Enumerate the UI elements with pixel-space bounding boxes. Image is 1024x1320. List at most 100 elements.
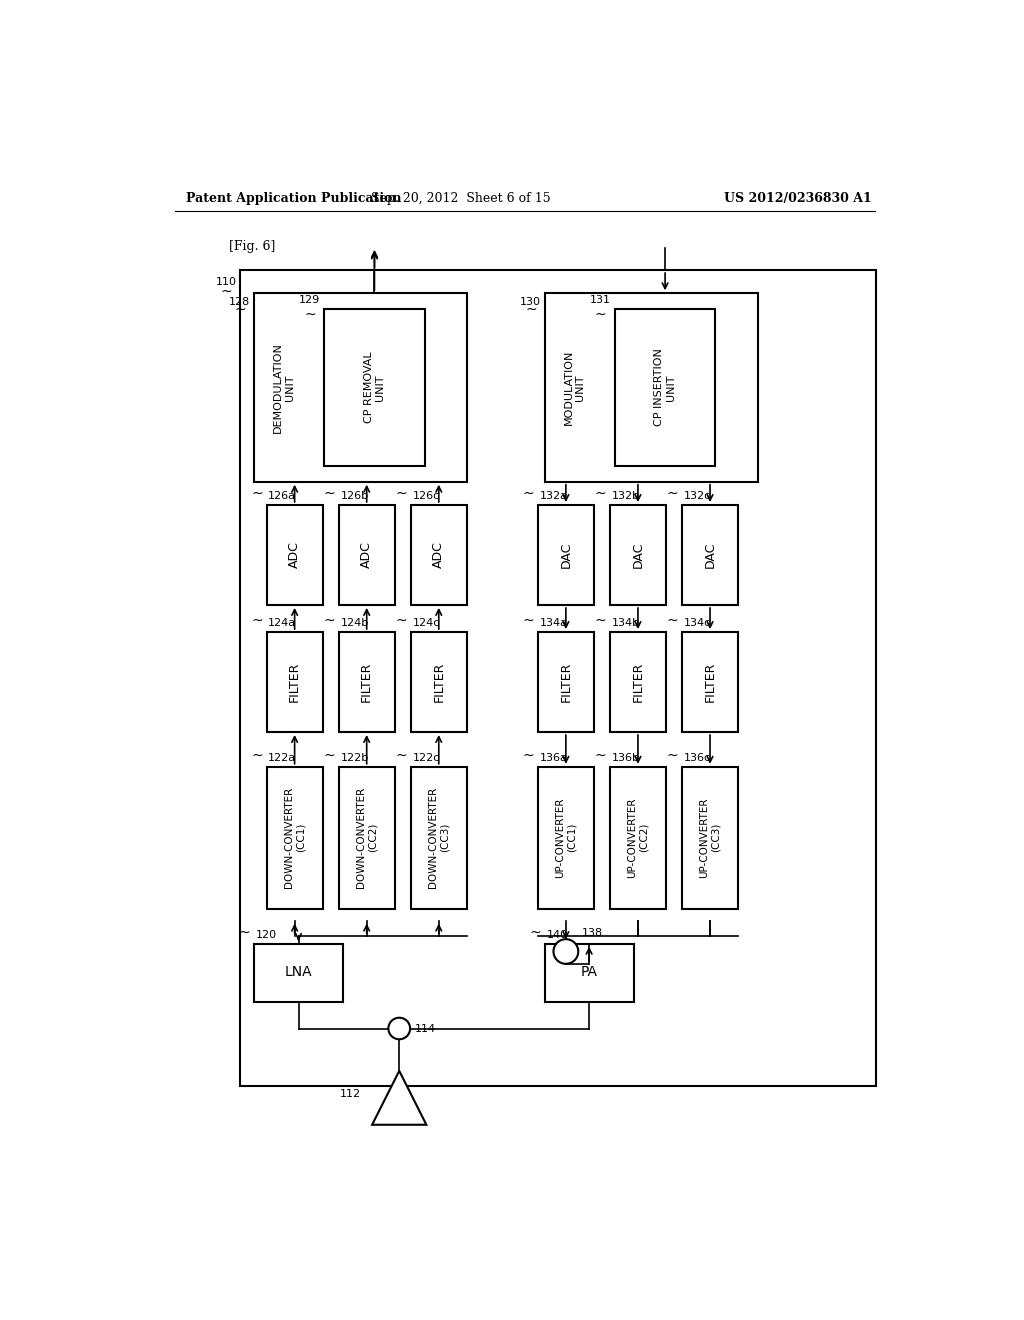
Text: 128: 128 — [229, 297, 251, 308]
Bar — [266, 632, 323, 733]
Text: ~: ~ — [251, 487, 263, 502]
Text: FILTER: FILTER — [288, 661, 301, 702]
Text: 122c: 122c — [413, 752, 439, 763]
Text: ~: ~ — [522, 487, 535, 502]
Text: DOWN-CONVERTER
(CC3): DOWN-CONVERTER (CC3) — [428, 787, 450, 888]
Bar — [545, 293, 758, 482]
Text: ~: ~ — [529, 925, 541, 940]
Text: ~: ~ — [667, 748, 678, 763]
Text: ~: ~ — [595, 614, 606, 628]
Text: ~: ~ — [324, 614, 335, 628]
Text: ~: ~ — [234, 304, 246, 317]
Text: ~: ~ — [525, 304, 537, 317]
Circle shape — [388, 1018, 410, 1039]
Bar — [610, 767, 666, 909]
Bar — [682, 767, 738, 909]
Text: ~: ~ — [239, 925, 251, 940]
Text: ~: ~ — [220, 285, 232, 298]
Text: Sep. 20, 2012  Sheet 6 of 15: Sep. 20, 2012 Sheet 6 of 15 — [372, 191, 551, 205]
Bar — [339, 767, 394, 909]
Text: UP-CONVERTER
(CC1): UP-CONVERTER (CC1) — [555, 797, 577, 878]
Text: 122b: 122b — [340, 752, 369, 763]
Text: 134a: 134a — [540, 618, 567, 628]
Polygon shape — [372, 1071, 426, 1125]
Text: ~: ~ — [324, 487, 335, 502]
Bar — [339, 506, 394, 605]
Text: 114: 114 — [415, 1023, 436, 1034]
Text: FILTER: FILTER — [432, 661, 445, 702]
Text: CP INSERTION
UNIT: CP INSERTION UNIT — [654, 348, 676, 426]
Text: [Fig. 6]: [Fig. 6] — [228, 240, 275, 253]
Text: DAC: DAC — [559, 541, 572, 568]
Bar — [266, 506, 323, 605]
Text: ~: ~ — [595, 487, 606, 502]
Text: 140: 140 — [547, 931, 567, 940]
Bar — [266, 767, 323, 909]
Text: FILTER: FILTER — [360, 661, 373, 702]
Text: ~: ~ — [595, 748, 606, 763]
Bar — [682, 632, 738, 733]
Text: ADC: ADC — [360, 541, 373, 569]
Bar — [538, 767, 594, 909]
Text: DAC: DAC — [703, 541, 717, 568]
Text: ADC: ADC — [288, 541, 301, 569]
Text: 124c: 124c — [413, 618, 439, 628]
Bar — [241, 271, 876, 1086]
Text: ~: ~ — [667, 614, 678, 628]
Text: 122a: 122a — [268, 752, 296, 763]
Text: DAC: DAC — [632, 541, 644, 568]
Text: FILTER: FILTER — [632, 661, 644, 702]
Bar — [411, 632, 467, 733]
Text: ~: ~ — [395, 614, 407, 628]
Text: 126b: 126b — [340, 491, 369, 502]
Text: 112: 112 — [339, 1089, 360, 1100]
Text: ~: ~ — [522, 614, 535, 628]
Bar — [545, 944, 634, 1002]
Text: 120: 120 — [256, 931, 278, 940]
Bar — [411, 506, 467, 605]
Text: FILTER: FILTER — [703, 661, 717, 702]
Bar — [610, 506, 666, 605]
Text: 110: 110 — [215, 277, 237, 286]
Text: 124a: 124a — [268, 618, 296, 628]
Text: 134c: 134c — [684, 618, 711, 628]
Text: ~: ~ — [595, 308, 606, 322]
Text: 132a: 132a — [540, 491, 567, 502]
Bar — [254, 944, 343, 1002]
Text: 136b: 136b — [611, 752, 640, 763]
Text: US 2012/0236830 A1: US 2012/0236830 A1 — [724, 191, 872, 205]
Text: 130: 130 — [520, 297, 541, 308]
Bar — [614, 309, 716, 466]
Text: ~: ~ — [304, 308, 316, 322]
Bar — [538, 506, 594, 605]
Text: 136a: 136a — [540, 752, 567, 763]
Text: ~: ~ — [324, 748, 335, 763]
Bar — [254, 293, 467, 482]
Text: Patent Application Publication: Patent Application Publication — [186, 191, 401, 205]
Circle shape — [554, 940, 579, 964]
Text: LNA: LNA — [285, 965, 312, 979]
Text: ~: ~ — [395, 487, 407, 502]
Text: 136c: 136c — [684, 752, 711, 763]
Text: 132b: 132b — [611, 491, 640, 502]
Text: FILTER: FILTER — [559, 661, 572, 702]
Text: DOWN-CONVERTER
(CC1): DOWN-CONVERTER (CC1) — [284, 787, 305, 888]
Bar — [324, 309, 425, 466]
Text: DOWN-CONVERTER
(CC2): DOWN-CONVERTER (CC2) — [356, 787, 378, 888]
Text: ~: ~ — [251, 748, 263, 763]
Bar — [682, 506, 738, 605]
Text: CP REMOVAL
UNIT: CP REMOVAL UNIT — [364, 351, 385, 424]
Text: ~: ~ — [667, 487, 678, 502]
Bar — [610, 632, 666, 733]
Text: ~: ~ — [251, 614, 263, 628]
Text: 129: 129 — [299, 294, 321, 305]
Text: MODULATION
UNIT: MODULATION UNIT — [563, 350, 585, 425]
Text: 126a: 126a — [268, 491, 296, 502]
Bar — [339, 632, 394, 733]
Text: 124b: 124b — [340, 618, 369, 628]
Text: 132c: 132c — [684, 491, 711, 502]
Text: PA: PA — [581, 965, 598, 979]
Text: 138: 138 — [582, 928, 602, 937]
Text: DEMODULATION
UNIT: DEMODULATION UNIT — [273, 342, 295, 433]
Text: UP-CONVERTER
(CC3): UP-CONVERTER (CC3) — [699, 797, 721, 878]
